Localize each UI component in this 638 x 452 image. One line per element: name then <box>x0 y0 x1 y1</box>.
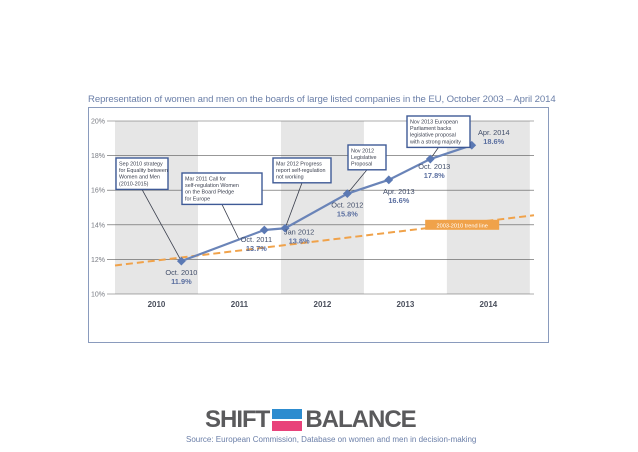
point-value-label: 13.7% <box>246 244 267 253</box>
annotation-text: Mar 2011 Call for self-regulation Women on… <box>185 177 239 203</box>
point-date-label: Oct. 2010 <box>165 268 197 277</box>
logo-bars-icon <box>272 409 303 431</box>
annotation-frame <box>272 157 332 184</box>
logo-word-balance: BALANCE <box>305 406 416 433</box>
annotation-line: not working <box>276 175 304 181</box>
annotation-line: for Equality between <box>119 168 168 174</box>
annotation-line: on the Board Pledge <box>185 190 234 196</box>
y-tick-label: 10% <box>91 292 105 299</box>
annotation-line: with a strong majority <box>409 139 461 145</box>
data-point <box>425 154 435 164</box>
annotation-box: Mar 2011 Call for self-regulation Women on… <box>181 172 263 206</box>
year-band-2010 <box>115 121 198 294</box>
annotation-line: Nov 2013 European <box>410 120 458 126</box>
data-point <box>467 140 477 150</box>
annotation-box: Sep 2010 strategy for Equality between Wom… <box>115 157 169 191</box>
annotation-line: Mar 2011 Call for <box>185 177 226 183</box>
annotation-text: Nov 2013 European Parliament backs legisla… <box>409 120 461 146</box>
point-value-label: 11.9% <box>171 277 192 286</box>
annotation-line: report self-regulation <box>276 168 325 174</box>
x-tick-label: 2010 <box>148 300 166 309</box>
x-tick-label: 2011 <box>231 300 249 309</box>
point-date-label: Oct. 2013 <box>418 162 450 171</box>
point-value-label: 17.8% <box>424 171 445 180</box>
point-date-label: Oct. 2011 <box>241 235 273 244</box>
annotation-line: self-regulation Women <box>185 183 239 189</box>
annotation-connector <box>284 182 303 229</box>
y-tick-label: 16% <box>91 188 105 195</box>
annotation-frame <box>406 115 471 149</box>
annotation-line: Women and Men <box>119 175 160 181</box>
annotation-text: Nov 2012 Legislative Proposal <box>351 149 376 168</box>
logo-blue-bar <box>272 409 303 419</box>
annotation-box: Mar 2012 Progress report self-regulation n… <box>272 157 332 184</box>
point-value-label: 16.6% <box>388 196 409 205</box>
annotation-frame <box>347 144 387 171</box>
annotation-line: legislative proposal <box>410 133 456 139</box>
annotation-line: Parliament backs <box>410 126 452 132</box>
y-tick-label: 14% <box>91 222 105 229</box>
annotation-text: Mar 2012 Progress report self-regulation n… <box>276 162 325 181</box>
annotation-line: Sep 2010 strategy <box>119 162 163 168</box>
trend-label-bg <box>425 219 500 230</box>
point-date-label: Apr. 2014 <box>478 128 510 137</box>
line-chart: 10% 12% 14% 16% 18% 20% 2010 2011 2012 2013 2014 2… <box>91 115 535 309</box>
figure-title: Representation of women and men on the b… <box>88 94 556 105</box>
logo-word-shift: SHIFT <box>205 406 270 433</box>
annotation-line: Nov 2012 <box>351 149 374 155</box>
point-value-label: 18.6% <box>483 137 504 146</box>
point-value-label: 13.8% <box>289 236 310 245</box>
y-tick-label: 12% <box>91 257 105 264</box>
point-date-label: Jan 2012 <box>284 227 314 236</box>
annotation-line: for Europe <box>185 196 210 202</box>
trend-line <box>114 214 535 267</box>
annotation-connector <box>141 189 182 262</box>
x-tick-label: 2014 <box>479 300 497 309</box>
data-point <box>384 175 394 185</box>
annotation-box: Nov 2012 Legislative Proposal <box>347 144 387 171</box>
annotation-text: Sep 2010 strategy for Equality between Wom… <box>119 162 168 188</box>
annotation-frame <box>181 172 263 206</box>
annotation-line: Proposal <box>351 162 372 168</box>
logo-pink-bar <box>272 421 303 431</box>
annotation-connector <box>221 204 240 241</box>
shift-balance-logo: SHIFT BALANCE <box>205 406 417 433</box>
annotation-line: Mar 2012 Progress <box>276 162 322 168</box>
data-point <box>280 223 290 233</box>
data-point <box>259 225 269 235</box>
annotation-line: Legislative <box>351 155 376 161</box>
annotation-connector <box>347 169 368 194</box>
data-point <box>342 189 352 199</box>
source-note: Source: European Commission, Database on… <box>186 435 477 444</box>
chart-frame: 10% 12% 14% 16% 18% 20% 2010 2011 2012 2013 2014 2… <box>88 107 549 444</box>
annotation-frame <box>115 157 169 191</box>
point-date-label: Oct. 2012 <box>331 201 363 210</box>
point-date-label: Apr. 2013 <box>383 187 415 196</box>
annotation-box: Nov 2013 European Parliament backs legisla… <box>406 115 471 149</box>
point-value-label: 15.8% <box>337 210 358 219</box>
y-tick-label: 18% <box>91 153 105 160</box>
x-tick-label: 2012 <box>314 300 332 309</box>
trend-label: 2003-2010 trend line <box>437 223 488 229</box>
data-point <box>176 256 186 266</box>
y-tick-label: 20% <box>91 119 105 126</box>
x-tick-label: 2013 <box>396 300 414 309</box>
annotation-line: (2010-2015) <box>119 181 149 187</box>
